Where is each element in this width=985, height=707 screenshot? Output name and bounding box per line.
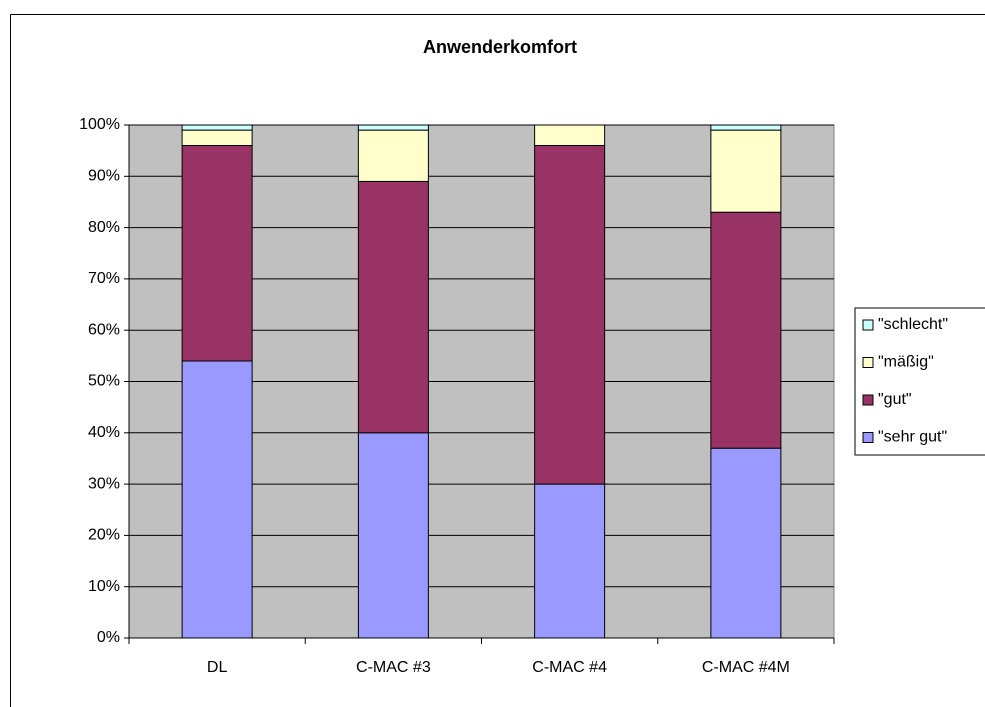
x-tick-label: C-MAC #4M <box>702 659 790 676</box>
bar-segment <box>710 129 782 213</box>
bar-segment <box>181 145 253 362</box>
bar-segment <box>181 129 253 147</box>
bar-segment <box>710 211 782 449</box>
y-tick-label: 40% <box>88 424 120 441</box>
bar-segment <box>710 124 782 131</box>
y-tick-label: 20% <box>88 527 120 544</box>
x-tick-label: DL <box>207 659 228 676</box>
y-tick-label: 100% <box>79 116 120 133</box>
bar-segment <box>357 124 429 131</box>
y-tick-label: 10% <box>88 578 120 595</box>
bar-segment <box>181 124 253 131</box>
chart-title: Anwenderkomfort <box>423 37 577 57</box>
legend-box <box>854 307 985 456</box>
bar-segment <box>534 483 606 639</box>
bar-segment <box>357 180 429 434</box>
legend-swatch <box>862 394 874 406</box>
legend-swatch <box>862 432 874 443</box>
bar-segment <box>357 432 429 639</box>
bar-segment <box>710 447 782 639</box>
legend-swatch <box>862 357 874 368</box>
legend-label: "gut" <box>878 391 912 408</box>
y-tick-label: 50% <box>88 373 120 390</box>
x-tick-label: C-MAC #4 <box>532 659 607 676</box>
bar-segment <box>357 129 429 182</box>
legend-swatch <box>862 319 874 331</box>
y-tick-label: 70% <box>88 270 120 287</box>
legend-label: "sehr gut" <box>878 429 947 446</box>
y-tick-label: 90% <box>88 168 120 185</box>
bar-segment <box>534 145 606 485</box>
bar-segment <box>534 124 606 147</box>
y-tick-label: 30% <box>88 475 120 492</box>
legend-label: "mäßig" <box>878 354 934 371</box>
legend-label: "schlecht" <box>878 316 948 333</box>
y-tick-label: 0% <box>97 629 120 646</box>
x-tick-label: C-MAC #3 <box>356 659 431 676</box>
bar-segment <box>181 360 253 639</box>
y-tick-label: 60% <box>88 321 120 338</box>
y-tick-label: 80% <box>88 219 120 236</box>
